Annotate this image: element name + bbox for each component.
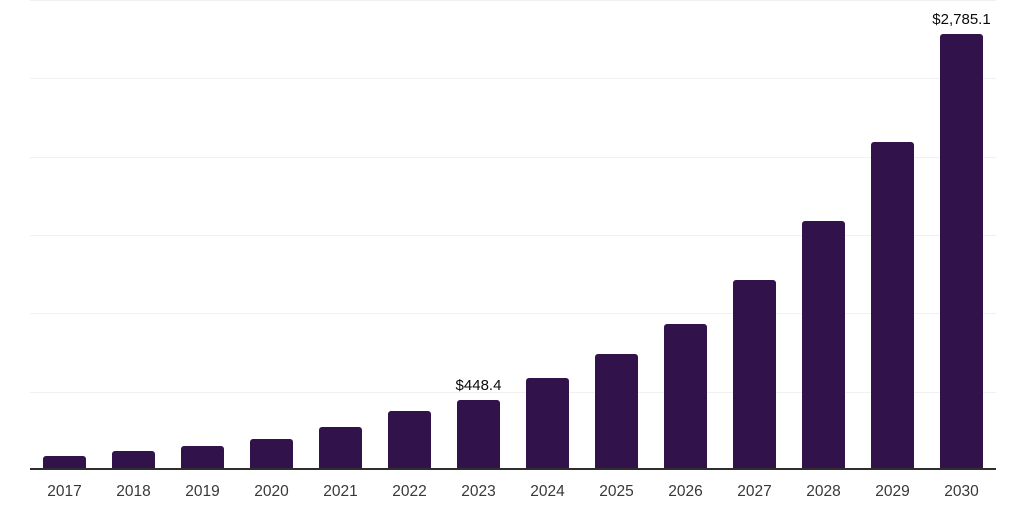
x-tick-label-2029: 2029 [875,483,910,500]
gridline [30,391,996,393]
x-tick-label-2023: 2023 [461,483,496,500]
value-label-2030: $2,785.1 [932,10,991,28]
x-tick-label-2018: 2018 [116,483,151,500]
x-tick-label-2022: 2022 [392,483,427,500]
x-tick-label-2019: 2019 [185,483,220,500]
bar-2019 [181,446,224,470]
bar-2028 [802,220,845,470]
gridline [30,235,996,236]
x-tick-label-2030: 2030 [944,483,979,500]
bar-2021 [319,426,362,470]
x-axis-line [30,468,996,470]
x-tick-label-2017: 2017 [47,483,82,500]
gridline [30,78,996,80]
bar-2025 [595,354,638,470]
bar-2030 [940,33,983,470]
x-tick-label-2024: 2024 [530,483,565,500]
bar-2029 [871,141,914,470]
x-tick-label-2020: 2020 [254,483,289,500]
x-tick-label-2028: 2028 [806,483,841,500]
x-tick-label-2026: 2026 [668,483,703,500]
value-label-2023: $448.4 [455,376,502,394]
x-tick-label-2025: 2025 [599,483,634,500]
x-tick-label-2021: 2021 [323,483,358,500]
gridline [30,0,996,1]
bar-2024 [526,377,569,470]
bar-2026 [664,323,707,470]
plot-area: $448.4 $2,785.1 [30,0,996,470]
bar-2022 [388,411,431,470]
bar-2018 [112,451,155,470]
bar-2020 [250,438,293,470]
x-tick-label-2027: 2027 [737,483,772,500]
bar-2027 [733,279,776,470]
bar-2017 [43,456,86,470]
gridline [30,313,996,315]
bar-2023 [457,399,500,470]
gridline [30,156,996,158]
